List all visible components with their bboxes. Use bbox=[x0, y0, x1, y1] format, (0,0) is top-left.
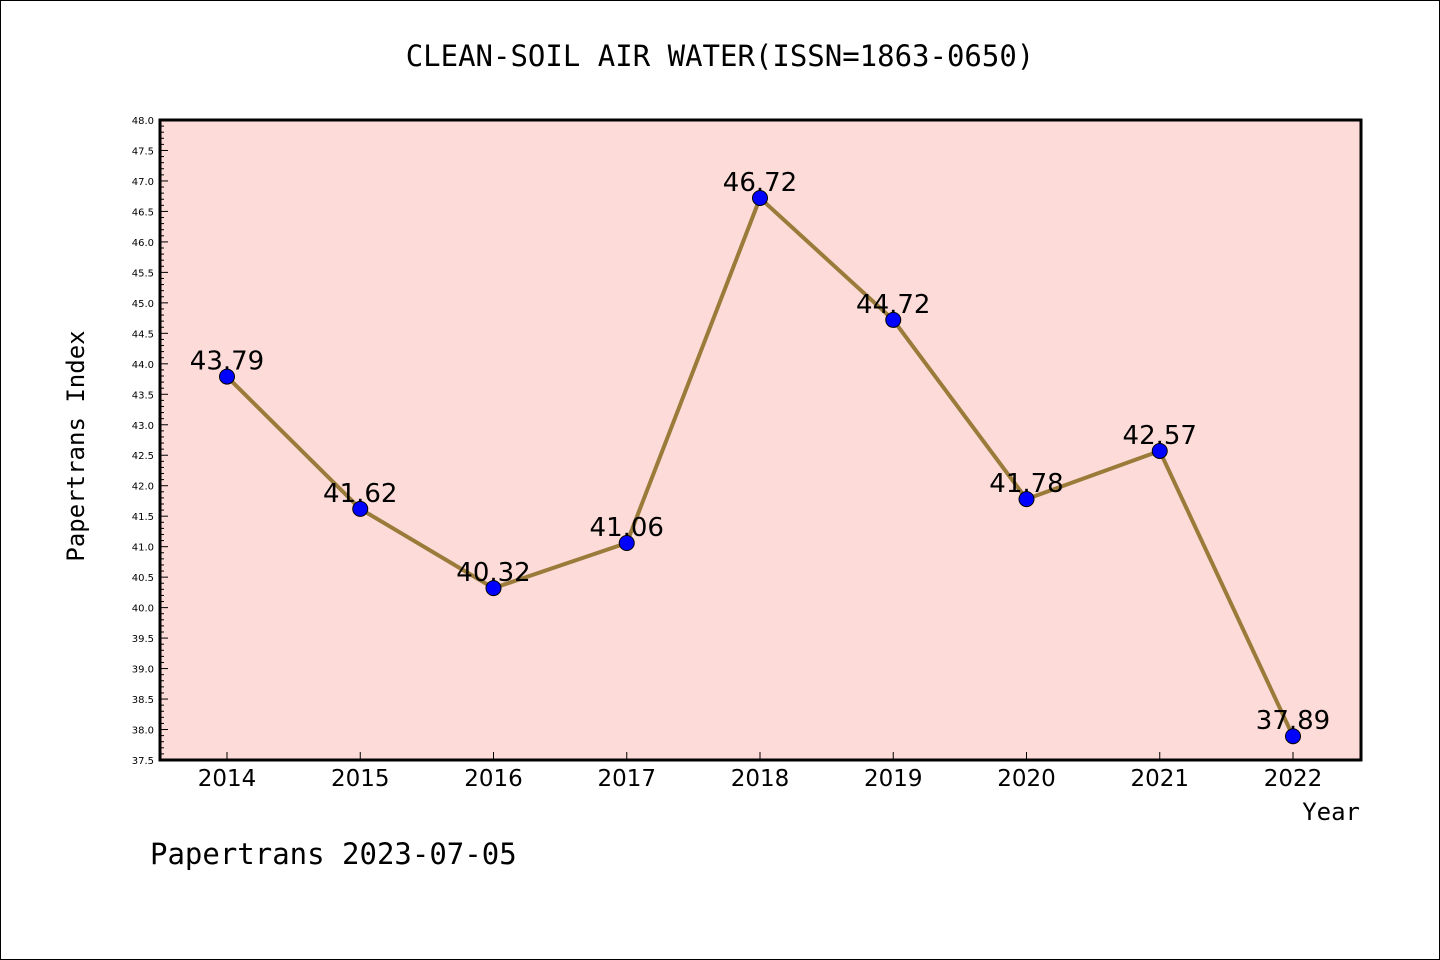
x-tick-label: 2020 bbox=[997, 766, 1056, 792]
y-tick-label: 40.5 bbox=[132, 573, 154, 584]
y-tick-label: 47.5 bbox=[132, 146, 154, 157]
footer-text: Papertrans 2023-07-05 bbox=[150, 837, 517, 871]
data-label: 43.79 bbox=[190, 347, 264, 377]
data-label: 41.62 bbox=[323, 479, 397, 509]
plot-area bbox=[160, 120, 1361, 760]
chart-title: CLEAN-SOIL AIR WATER(ISSN=1863-0650) bbox=[406, 39, 1035, 73]
data-point bbox=[618, 535, 635, 552]
y-tick-label: 43.5 bbox=[132, 390, 154, 401]
data-point bbox=[485, 580, 502, 597]
x-tick-label: 2015 bbox=[331, 766, 390, 792]
y-tick-label: 48.0 bbox=[132, 116, 154, 127]
plot-border bbox=[158, 118, 1363, 762]
data-label: 40.32 bbox=[456, 558, 530, 588]
data-label: 44.72 bbox=[856, 290, 930, 320]
x-tick-label: 2017 bbox=[597, 766, 656, 792]
data-label: 42.57 bbox=[1123, 421, 1197, 451]
y-tick-label: 46.5 bbox=[132, 207, 154, 218]
y-tick-label: 41.5 bbox=[132, 512, 154, 523]
y-tick-label: 42.5 bbox=[132, 451, 154, 462]
y-axis-label: Papertrans Index bbox=[62, 330, 90, 561]
x-tick-label: 2022 bbox=[1264, 766, 1323, 792]
x-axis: 2014 2015 2016 2017 2018 2019 2020 2021 2022 bbox=[198, 752, 1323, 792]
data-point bbox=[752, 190, 768, 207]
data-point bbox=[219, 368, 235, 385]
y-tick-label: 40.0 bbox=[132, 604, 154, 615]
x-tick-label: 2019 bbox=[864, 766, 923, 792]
x-tick-label: 2014 bbox=[198, 766, 257, 792]
y-tick-label: 44.5 bbox=[132, 329, 154, 340]
y-tick-label: 45.0 bbox=[132, 299, 154, 310]
data-label: 41.06 bbox=[590, 513, 664, 543]
data-point bbox=[1285, 728, 1301, 745]
y-tick-label: 43.0 bbox=[132, 421, 154, 432]
data-label: 41.78 bbox=[989, 469, 1063, 499]
x-tick-label: 2021 bbox=[1130, 766, 1189, 792]
x-tick-label: 2016 bbox=[464, 766, 523, 792]
data-point bbox=[352, 500, 369, 517]
series-group bbox=[219, 190, 1301, 745]
y-tick-label: 39.0 bbox=[132, 665, 154, 676]
y-tick-label: 46.0 bbox=[132, 238, 154, 249]
y-tick-label: 39.5 bbox=[132, 634, 154, 645]
y-tick-label: 38.0 bbox=[132, 726, 154, 737]
y-tick-label: 44.0 bbox=[132, 360, 154, 371]
data-label: 46.72 bbox=[723, 168, 797, 198]
y-tick-label: 45.5 bbox=[132, 268, 154, 279]
y-tick-label: 37.5 bbox=[132, 756, 154, 767]
y-tick-label: 38.5 bbox=[132, 695, 154, 706]
data-point bbox=[885, 311, 902, 328]
x-axis-label: Year bbox=[1302, 798, 1360, 826]
y-axis: 37.5 38.0 38.5 39.0 39.5 40.0 40.5 41.0 41.5 42.0… bbox=[132, 116, 168, 767]
y-tick-label: 42.0 bbox=[132, 482, 154, 493]
data-labels: 43.79 41.62 40.32 41.06 46.72 44.72 41.78 42.57… bbox=[190, 168, 1330, 736]
y-tick-label: 41.0 bbox=[132, 543, 154, 554]
data-point bbox=[1151, 442, 1168, 459]
x-tick-label: 2018 bbox=[731, 766, 790, 792]
data-point bbox=[1018, 491, 1035, 508]
data-label: 37.89 bbox=[1256, 706, 1330, 736]
y-tick-label: 47.0 bbox=[132, 177, 154, 188]
